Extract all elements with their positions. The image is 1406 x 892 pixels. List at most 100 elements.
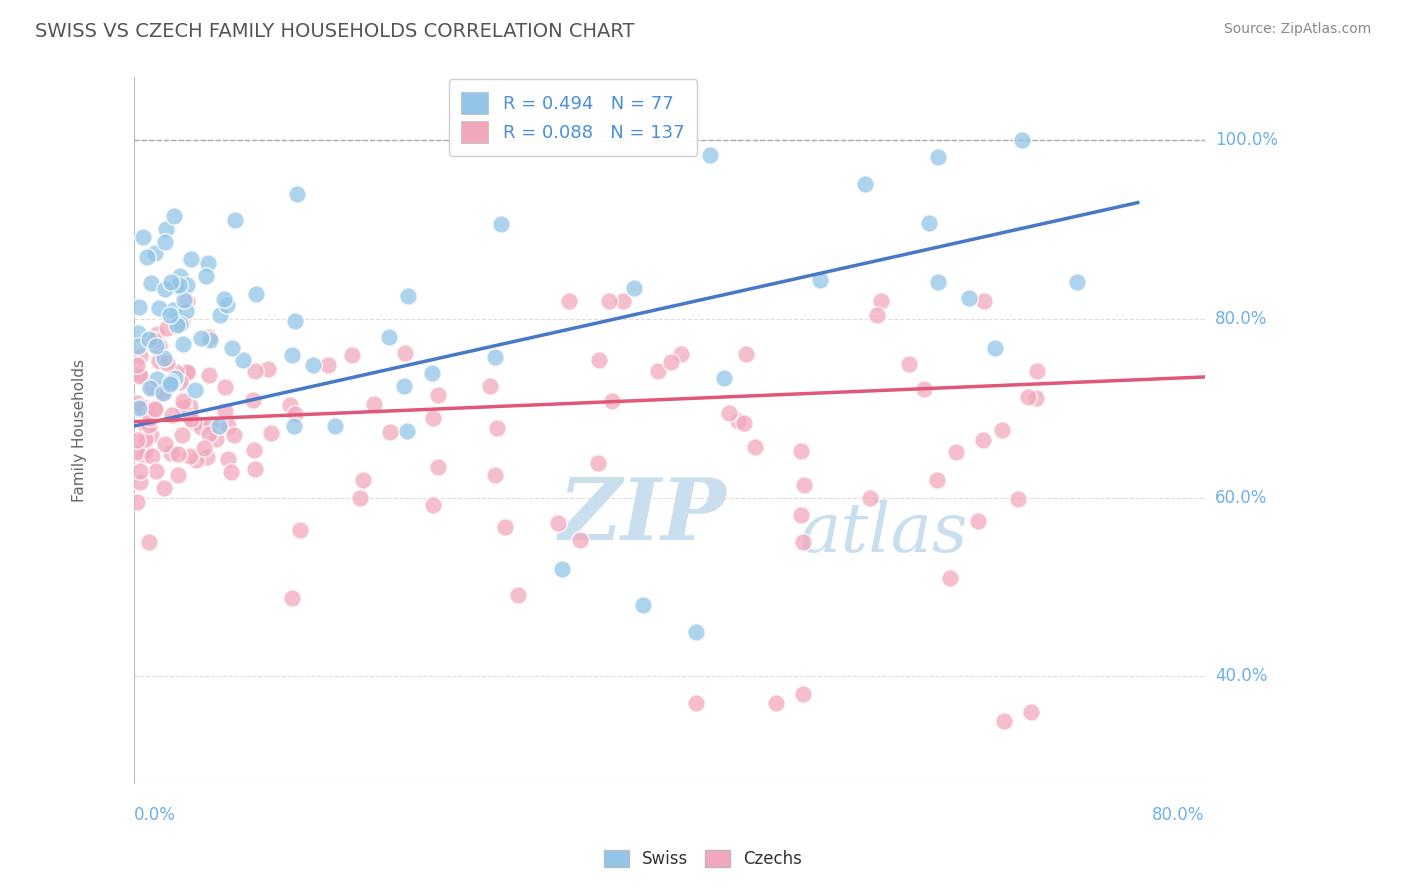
Point	[792, 687, 814, 701]
Point	[302, 358, 325, 372]
Point	[127, 326, 149, 340]
Point	[586, 456, 609, 470]
Point	[153, 235, 176, 249]
Text: 40.0%: 40.0%	[1215, 667, 1268, 685]
Point	[494, 520, 516, 534]
Point	[394, 346, 416, 360]
Point	[242, 392, 264, 407]
Point	[148, 354, 170, 368]
Point	[957, 291, 980, 305]
Point	[139, 411, 162, 425]
Point	[939, 571, 962, 585]
Point	[142, 334, 165, 348]
Legend: Swiss, Czechs: Swiss, Czechs	[598, 843, 808, 875]
Point	[128, 369, 150, 384]
Point	[734, 347, 756, 361]
Point	[1024, 391, 1046, 405]
Point	[169, 268, 191, 283]
Point	[991, 424, 1014, 438]
Point	[224, 428, 246, 442]
Point	[172, 428, 194, 442]
Point	[422, 498, 444, 512]
Point	[163, 371, 186, 385]
Point	[139, 381, 162, 395]
Point	[174, 304, 197, 318]
Point	[134, 433, 156, 447]
Point	[600, 393, 623, 408]
Point	[159, 377, 181, 392]
Point	[129, 464, 152, 478]
Point	[163, 374, 186, 388]
Point	[155, 436, 177, 450]
Point	[214, 380, 236, 394]
Point	[208, 419, 231, 434]
Point	[993, 714, 1015, 728]
Point	[152, 482, 174, 496]
Point	[172, 394, 194, 409]
Point	[135, 418, 157, 433]
Point	[506, 588, 529, 602]
Point	[172, 336, 194, 351]
Point	[172, 401, 194, 415]
Text: SWISS VS CZECH FAMILY HOUSEHOLDS CORRELATION CHART: SWISS VS CZECH FAMILY HOUSEHOLDS CORRELA…	[35, 22, 634, 41]
Point	[128, 367, 150, 381]
Point	[870, 293, 893, 308]
Point	[669, 347, 692, 361]
Point	[352, 473, 374, 487]
Point	[155, 222, 177, 236]
Point	[224, 212, 246, 227]
Point	[198, 427, 221, 442]
Point	[129, 475, 152, 489]
Point	[197, 329, 219, 343]
Point	[217, 418, 239, 433]
Point	[647, 364, 669, 378]
Point	[378, 425, 401, 439]
Text: 100.0%: 100.0%	[1215, 131, 1278, 149]
Point	[491, 217, 513, 231]
Point	[138, 535, 160, 549]
Point	[138, 418, 160, 433]
Point	[152, 386, 174, 401]
Point	[205, 432, 228, 446]
Point	[984, 342, 1007, 356]
Point	[260, 426, 283, 441]
Point	[866, 309, 889, 323]
Point	[420, 366, 443, 380]
Point	[214, 292, 236, 306]
Point	[898, 357, 921, 371]
Point	[547, 516, 569, 530]
Point	[280, 591, 302, 605]
Point	[1007, 492, 1029, 507]
Point	[179, 449, 201, 463]
Point	[1017, 390, 1039, 404]
Point	[138, 332, 160, 346]
Point	[396, 289, 419, 303]
Point	[134, 442, 156, 457]
Point	[685, 696, 707, 710]
Point	[198, 333, 221, 347]
Point	[323, 419, 346, 434]
Point	[128, 349, 150, 363]
Point	[166, 468, 188, 483]
Point	[427, 388, 450, 402]
Text: 0.0%: 0.0%	[134, 806, 176, 824]
Point	[243, 363, 266, 377]
Point	[173, 293, 195, 307]
Point	[169, 375, 191, 389]
Point	[180, 252, 202, 267]
Point	[148, 301, 170, 315]
Point	[128, 401, 150, 416]
Point	[167, 446, 190, 460]
Point	[200, 417, 222, 431]
Point	[727, 414, 749, 428]
Point	[165, 365, 187, 379]
Point	[631, 598, 654, 612]
Point	[141, 380, 163, 394]
Point	[172, 315, 194, 329]
Point	[733, 416, 755, 430]
Point	[245, 287, 267, 301]
Point	[194, 269, 217, 284]
Point	[183, 416, 205, 430]
Point	[142, 401, 165, 415]
Point	[169, 317, 191, 331]
